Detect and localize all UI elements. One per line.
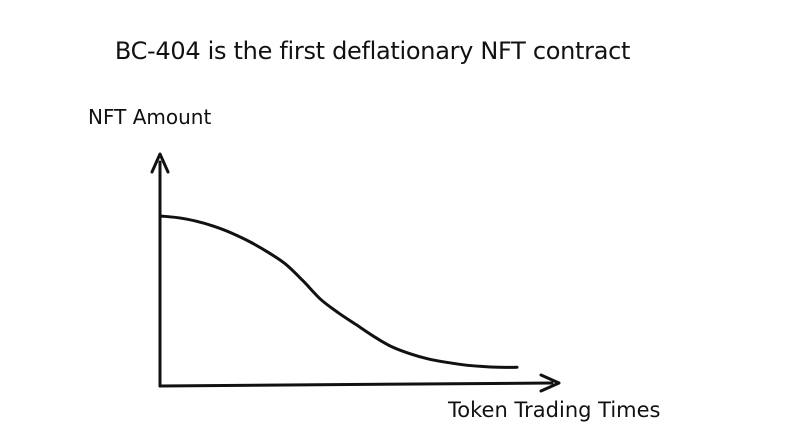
chart-title: BC-404 is the first deflationary NFT con… xyxy=(114,37,631,65)
x-axis-arrowhead xyxy=(539,373,561,393)
x-axis-label: Token Trading Times xyxy=(448,398,661,422)
series-line xyxy=(158,214,519,369)
y-axis-arrowhead xyxy=(150,152,170,174)
y-axis-label: NFT Amount xyxy=(88,105,212,129)
x-axis xyxy=(158,381,554,388)
